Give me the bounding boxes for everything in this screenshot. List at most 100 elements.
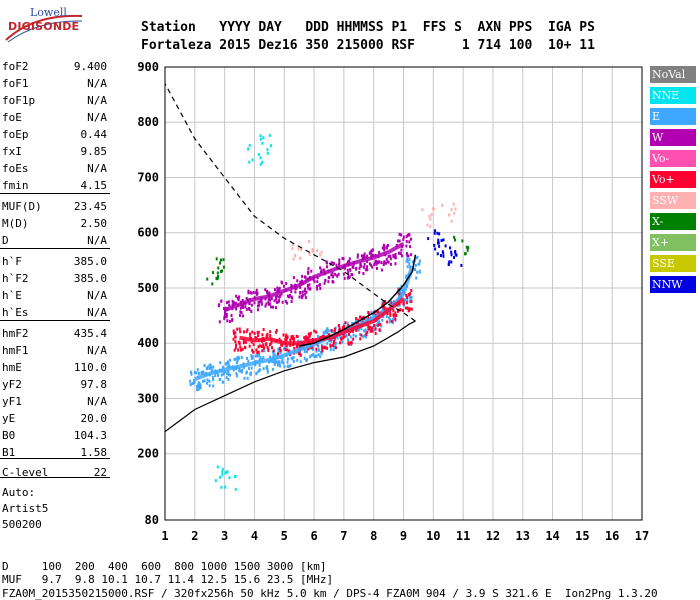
echo-point <box>193 370 196 374</box>
echo-point <box>453 256 456 260</box>
echo-point <box>345 334 348 338</box>
echo-point <box>271 346 274 350</box>
echo-point <box>208 363 211 367</box>
echo-point <box>433 243 436 247</box>
echo-point <box>259 137 262 141</box>
echo-point <box>360 333 363 337</box>
echo-point <box>408 300 411 304</box>
echo-point <box>373 328 376 332</box>
echo-point <box>218 303 221 307</box>
echo-point <box>233 348 236 352</box>
echo-point <box>342 272 345 276</box>
param-value: 2.50 <box>80 217 108 230</box>
x-tick-label: 12 <box>486 529 500 543</box>
echo-point <box>288 295 291 299</box>
echo-point <box>214 479 217 483</box>
param-name: hmF1 <box>2 344 29 357</box>
echo-point <box>257 350 260 354</box>
echo-point <box>356 253 359 257</box>
echo-point <box>286 357 289 361</box>
echo-point <box>415 276 418 280</box>
echo-point <box>342 257 345 261</box>
echo-point <box>307 267 310 271</box>
profile-line <box>164 320 416 433</box>
echo-point <box>378 320 381 324</box>
echo-point <box>329 343 332 347</box>
param-row: MUF(D) 23.45 <box>2 200 107 214</box>
echo-point <box>339 341 342 345</box>
echo-point <box>398 239 401 243</box>
echo-point <box>319 283 322 287</box>
echo-point <box>275 306 278 310</box>
param-value: 435.4 <box>73 327 107 340</box>
echo-point <box>343 276 346 280</box>
echo-point <box>347 271 350 275</box>
echo-point <box>234 475 237 479</box>
echo-point <box>273 299 276 303</box>
echo-point <box>357 328 360 332</box>
echo-point <box>433 231 436 235</box>
echo-point <box>370 263 373 267</box>
echo-point <box>250 303 253 307</box>
echo-point <box>275 330 278 334</box>
echo-point <box>389 257 392 261</box>
echo-point <box>325 346 328 350</box>
echo-point <box>269 330 272 334</box>
echo-point <box>299 256 302 260</box>
echo-point <box>367 310 370 314</box>
echo-point <box>289 364 292 368</box>
echo-point <box>313 354 316 358</box>
echo-point <box>290 290 293 294</box>
echo-point <box>368 327 371 331</box>
echo-point <box>324 279 327 283</box>
echo-point <box>303 348 306 352</box>
echo-point <box>287 349 290 353</box>
echo-point <box>262 367 265 371</box>
param-value: 23.45 <box>73 200 107 213</box>
param-name: MUF(D) <box>2 200 42 213</box>
echo-point <box>315 330 318 334</box>
echo-point <box>218 475 221 479</box>
x-tick-label: 11 <box>456 529 470 543</box>
echo-point <box>369 329 372 333</box>
param-name: foEs <box>2 162 29 175</box>
echo-point <box>397 291 400 295</box>
echo-point <box>264 297 267 301</box>
param-name: hmF2 <box>2 327 29 340</box>
echo-point <box>261 349 264 353</box>
echo-point <box>224 362 227 366</box>
echo-point <box>311 248 314 252</box>
echo-point <box>369 325 372 329</box>
echo-point <box>370 310 373 314</box>
echo-point <box>226 372 229 376</box>
echo-point <box>260 344 263 348</box>
echo-point <box>211 282 214 286</box>
param-value: 22 <box>93 466 107 479</box>
echo-point <box>280 292 283 296</box>
echo-point <box>306 350 309 354</box>
echo-point <box>206 277 209 281</box>
echo-point <box>260 298 263 302</box>
echo-point <box>359 337 362 341</box>
echo-point <box>212 271 215 275</box>
echo-point <box>336 274 339 278</box>
logo-digisonde: DIGISONDE <box>8 20 80 33</box>
x-tick-label: 1 <box>161 529 168 543</box>
echo-point <box>399 308 402 312</box>
echo-point <box>405 274 408 278</box>
y-tick-label: 900 <box>137 60 159 74</box>
echo-point <box>256 351 259 355</box>
echo-point <box>192 379 195 383</box>
echo-point <box>226 319 229 323</box>
echo-point <box>215 276 218 280</box>
echo-point <box>346 276 349 280</box>
echo-point <box>286 294 289 298</box>
echo-point <box>217 266 220 270</box>
echo-point <box>331 280 334 284</box>
y-tick-label: 80 <box>145 513 159 527</box>
echo-point <box>249 373 252 377</box>
echo-point <box>384 261 387 265</box>
echo-point <box>261 333 264 337</box>
echo-point <box>333 272 336 276</box>
echo-point <box>455 253 458 257</box>
